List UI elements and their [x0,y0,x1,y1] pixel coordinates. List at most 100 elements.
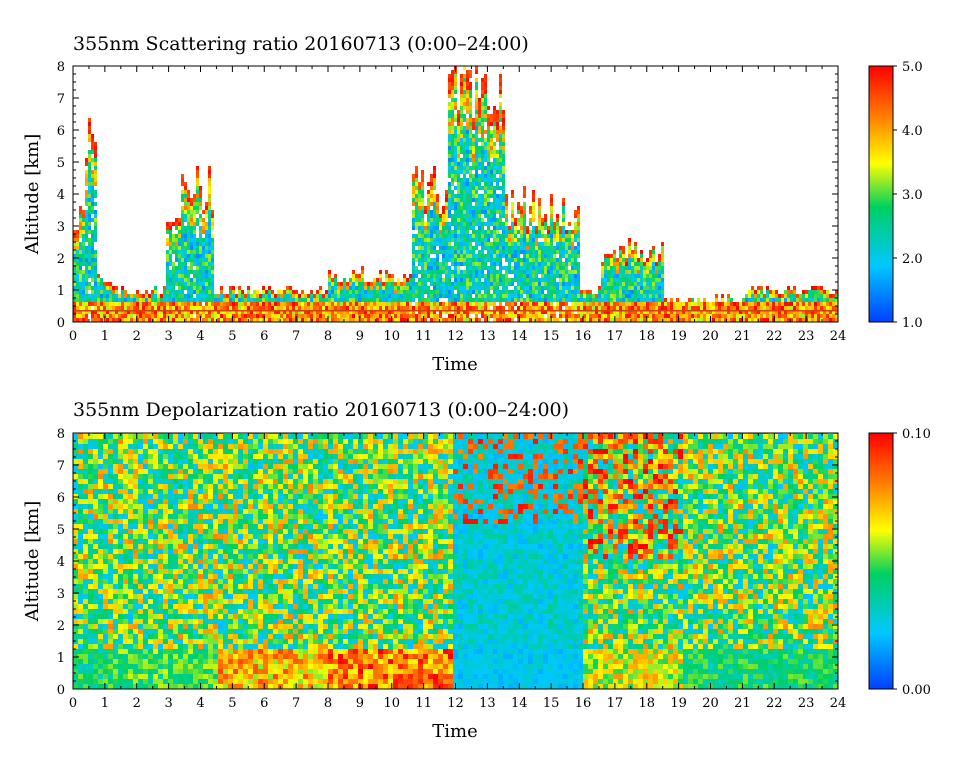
heatmap-cell [772,310,775,314]
heatmap-cell [385,278,388,282]
heatmap-cell [472,190,475,194]
heatmap-cell [820,294,823,298]
x-tick-label: 4 [196,329,204,344]
heatmap-cell [538,318,541,322]
heatmap-cell [505,218,508,222]
heatmap-cell [442,318,445,322]
heatmap-cell [187,290,190,294]
heatmap-cell [472,134,475,138]
heatmap-cell [448,206,451,210]
heatmap-cell [103,629,108,634]
heatmap-cell [91,182,94,186]
heatmap-cell [613,278,616,282]
heatmap-cell [187,306,190,310]
heatmap-cell [730,298,733,302]
heatmap-cell [265,294,268,298]
heatmap-cell [94,154,97,158]
heatmap-cell [484,202,487,206]
heatmap-cell [403,310,406,314]
heatmap-cell [568,234,571,238]
heatmap-cell [535,314,538,318]
heatmap-cell [112,318,115,322]
heatmap-cell [78,599,83,604]
heatmap-cell [613,302,616,306]
heatmap-cell [616,258,619,262]
heatmap-cell [532,234,535,238]
heatmap-cell [634,266,637,270]
heatmap-cell [790,318,793,322]
heatmap-cell [475,198,478,202]
heatmap-cell [508,290,511,294]
heatmap-cell [664,306,667,310]
heatmap-cell [352,310,355,314]
heatmap-cell [451,102,454,106]
heatmap-cell [544,282,547,286]
heatmap-cell [478,158,481,162]
heatmap-cell [661,258,664,262]
heatmap-cell [178,218,181,222]
heatmap-cell [475,110,478,114]
heatmap-cell [448,314,451,318]
heatmap-cell [478,290,481,294]
heatmap-cell [205,290,208,294]
heatmap-cell [244,314,247,318]
heatmap-cell [148,294,151,298]
heatmap-cell [187,242,190,246]
heatmap-cell [430,222,433,226]
heatmap-cell [98,529,103,534]
heatmap-cell [199,282,202,286]
heatmap-cell [514,250,517,254]
heatmap-cell [190,218,193,222]
heatmap-cell [424,302,427,306]
heatmap-cell [73,459,78,464]
heatmap-cell [505,202,508,206]
heatmap-cell [391,278,394,282]
heatmap-cell [739,318,742,322]
heatmap-cell [214,310,217,314]
heatmap-cell [178,314,181,318]
heatmap-cell [211,226,214,230]
heatmap-cell [412,306,415,310]
heatmap-cell [83,604,88,609]
heatmap-cell [496,262,499,266]
heatmap-cell [574,250,577,254]
heatmap-cell [271,302,274,306]
heatmap-cell [523,274,526,278]
heatmap-cell [78,444,83,449]
heatmap-cell [487,246,490,250]
heatmap-cell [83,509,88,514]
heatmap-cell [523,190,526,194]
heatmap-cell [169,234,172,238]
heatmap-cell [184,198,187,202]
heatmap-cell [433,290,436,294]
heatmap-cell [103,574,108,579]
heatmap-cell [367,290,370,294]
heatmap-cell [337,286,340,290]
heatmap-cell [520,290,523,294]
heatmap-cell [757,286,760,290]
heatmap-cell [307,302,310,306]
heatmap-cell [88,564,93,569]
heatmap-cell [157,314,160,318]
heatmap-cell [430,250,433,254]
heatmap-cell [319,306,322,310]
heatmap-cell [526,230,529,234]
heatmap-cell [667,306,670,310]
heatmap-cell [490,294,493,298]
heatmap-cell [334,306,337,310]
heatmap-cell [199,190,202,194]
heatmap-cell [178,270,181,274]
heatmap-cell [415,266,418,270]
heatmap-cell [454,74,457,78]
heatmap-cell [667,302,670,306]
heatmap-cell [478,178,481,182]
heatmap-cell [98,454,103,459]
heatmap-cell [472,306,475,310]
heatmap-cell [466,178,469,182]
heatmap-cell [604,310,607,314]
heatmap-cell [427,286,430,290]
heatmap-cell [535,294,538,298]
heatmap-cell [376,306,379,310]
heatmap-cell [271,310,274,314]
heatmap-cell [412,278,415,282]
